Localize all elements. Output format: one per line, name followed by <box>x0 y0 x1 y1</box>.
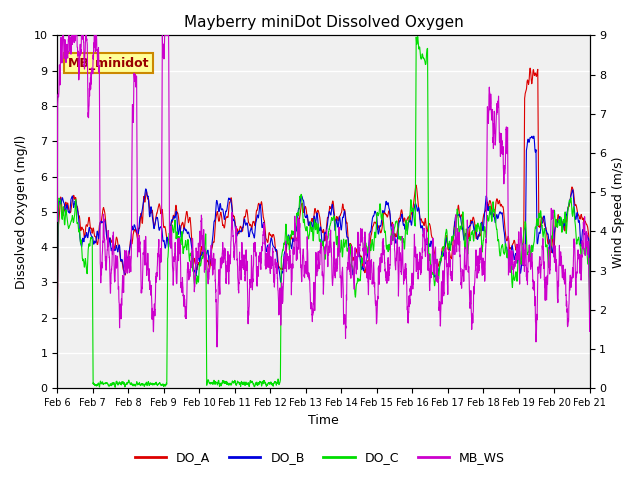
DO_C <box>518 242 526 248</box>
MB_WS <box>575 260 583 266</box>
Legend: DO_A, DO_B, DO_C, MB_WS: DO_A, DO_B, DO_C, MB_WS <box>130 446 510 469</box>
Y-axis label: Dissolved Oxygen (mg/l): Dissolved Oxygen (mg/l) <box>15 135 28 289</box>
Line: DO_C: DO_C <box>57 36 589 387</box>
DO_C <box>111 384 119 390</box>
DO_C <box>258 383 266 389</box>
DO_A <box>53 336 61 342</box>
DO_A <box>146 206 154 212</box>
DO_C <box>586 319 593 325</box>
DO_A <box>257 199 265 204</box>
MB_WS <box>258 243 266 249</box>
Title: Mayberry miniDot Dissolved Oxygen: Mayberry miniDot Dissolved Oxygen <box>184 15 463 30</box>
DO_B <box>280 250 288 256</box>
Line: MB_WS: MB_WS <box>57 36 589 347</box>
DO_B <box>114 249 122 254</box>
DO_A <box>280 257 288 263</box>
DO_A <box>518 259 525 265</box>
MB_WS <box>115 282 122 288</box>
Line: DO_A: DO_A <box>57 68 589 339</box>
DO_B <box>530 133 538 139</box>
MB_WS <box>59 33 67 38</box>
MB_WS <box>586 328 593 334</box>
DO_B <box>146 213 154 219</box>
DO_B <box>586 307 593 312</box>
MB_WS <box>53 218 61 224</box>
DO_C <box>281 241 289 247</box>
MB_WS <box>281 260 289 265</box>
Line: DO_B: DO_B <box>57 136 589 332</box>
DO_C <box>115 382 122 388</box>
DO_C <box>414 34 422 39</box>
DO_B <box>575 218 583 224</box>
DO_A <box>114 241 122 247</box>
DO_B <box>518 259 525 265</box>
X-axis label: Time: Time <box>308 414 339 427</box>
MB_WS <box>518 245 526 251</box>
DO_C <box>575 242 583 248</box>
DO_A <box>586 305 593 311</box>
DO_C <box>53 320 61 326</box>
DO_C <box>146 381 154 387</box>
DO_A <box>575 214 583 219</box>
Text: MB_minidot: MB_minidot <box>68 57 149 70</box>
DO_A <box>526 65 534 71</box>
DO_B <box>53 329 61 335</box>
Y-axis label: Wind Speed (m/s): Wind Speed (m/s) <box>612 156 625 267</box>
MB_WS <box>146 277 154 283</box>
DO_B <box>257 217 265 223</box>
MB_WS <box>213 344 221 350</box>
